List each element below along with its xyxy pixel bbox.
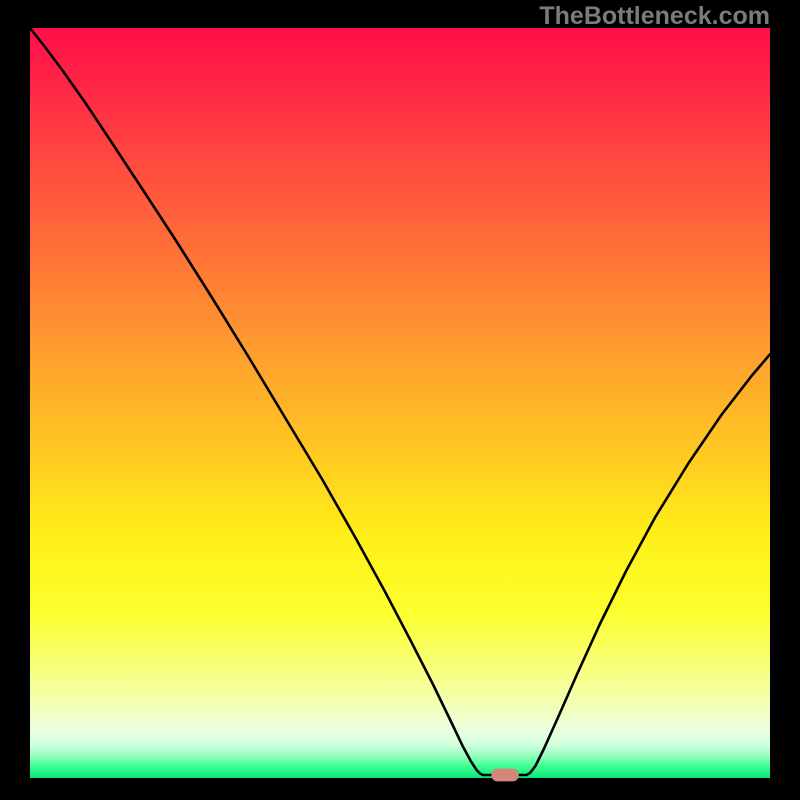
chart-gradient-bg [30, 28, 770, 778]
bottleneck-chart: TheBottleneck.com [0, 0, 800, 800]
watermark-text: TheBottleneck.com [539, 2, 770, 31]
optimum-marker [491, 769, 518, 782]
chart-svg [0, 0, 800, 800]
